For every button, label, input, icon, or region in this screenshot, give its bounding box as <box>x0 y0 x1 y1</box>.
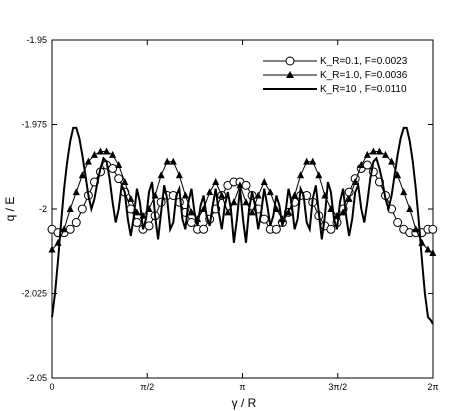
series-0-point <box>362 160 372 170</box>
series-1-point <box>157 171 165 179</box>
series-1-point <box>206 188 214 196</box>
series-1-point <box>121 177 129 185</box>
x-tick-label-4: 2π <box>427 382 438 392</box>
series-1-point <box>115 161 123 169</box>
series-1-point <box>388 157 396 165</box>
series-1-point <box>363 150 371 158</box>
series-1-point <box>382 150 390 158</box>
series-1-point <box>60 225 68 233</box>
series-1-point <box>248 208 256 216</box>
series-1-point <box>412 225 420 233</box>
series-1-point <box>303 157 311 165</box>
series-1-point <box>266 188 274 196</box>
series-1-point <box>357 161 365 169</box>
series-0-point <box>271 224 281 234</box>
x-tick-label-1: π/2 <box>140 382 154 392</box>
series-line-1 <box>51 151 434 254</box>
legend-label-1: K_R=0.1, F=0.0023 <box>320 56 408 67</box>
series-1-point <box>351 177 359 185</box>
x-axis-title: γ / R <box>232 396 257 410</box>
series-1-point <box>48 245 56 253</box>
series-1-point <box>212 177 220 185</box>
y-tick-label-0: -1.95 <box>26 35 47 45</box>
legend-label-3: K_R=10 , F=0.0110 <box>320 84 407 95</box>
series-1-point <box>103 147 111 155</box>
series-1-point <box>236 181 244 189</box>
series-1-point <box>181 191 189 199</box>
x-tick-label-3: 3π/2 <box>328 382 347 392</box>
series-1-point <box>291 191 299 199</box>
series-1-point <box>369 147 377 155</box>
series-0-point <box>326 224 336 234</box>
series-1-point <box>254 191 262 199</box>
series-1-point <box>109 150 117 158</box>
series-1-point <box>284 208 292 216</box>
series-1-point <box>309 157 317 165</box>
axis-ticks: -1.95 -1.975 -2 -2.025 -2.050 π/2 π 3π/2 2π <box>21 35 438 392</box>
x-tick-label-0: 0 <box>49 382 54 392</box>
series-0-point <box>144 221 154 231</box>
series-0-point <box>186 218 196 228</box>
series-1-point <box>218 191 226 199</box>
series-1-point <box>175 171 183 179</box>
y-tick-label-4: -2.05 <box>26 373 47 383</box>
series-1-point <box>375 147 383 155</box>
series-1-point <box>72 188 80 196</box>
legend-marker-triangle <box>286 71 294 78</box>
series-group <box>47 126 438 325</box>
series-0-point <box>108 163 118 173</box>
legend: K_R=0.1, F=0.0023 K_R=1.0, F=0.0036 K_R=… <box>263 56 408 95</box>
series-0-point <box>71 218 81 228</box>
series-1-point <box>297 171 305 179</box>
series-line-2 <box>51 126 434 325</box>
series-1-point <box>78 171 86 179</box>
series-1-point <box>230 198 238 206</box>
y-axis-title: q / E <box>3 197 17 222</box>
series-0-point <box>77 204 87 214</box>
series-1-point <box>84 157 92 165</box>
series-0-point <box>393 218 403 228</box>
series-0-point <box>241 180 251 190</box>
series-1-point <box>406 205 414 212</box>
series-1-point <box>339 208 347 216</box>
x-tick-label-2: π <box>239 382 245 392</box>
legend-label-2: K_R=1.0, F=0.0036 <box>320 70 408 81</box>
series-1-point <box>66 205 74 212</box>
series-0-point <box>428 224 438 234</box>
series-1-point <box>224 208 232 216</box>
series-1-point <box>394 171 402 179</box>
series-1-point <box>260 177 268 185</box>
series-0-point <box>199 224 209 234</box>
series-1-point <box>242 198 250 206</box>
y-tick-label-2: -2 <box>39 204 47 214</box>
series-1-point <box>163 157 171 165</box>
series-1-point <box>187 208 195 216</box>
series-0-point <box>65 224 75 234</box>
legend-marker-circle <box>285 56 295 66</box>
series-1-point <box>169 157 177 165</box>
series-0-point <box>114 174 124 184</box>
series-1-point <box>424 245 432 253</box>
series-1-point <box>429 248 437 256</box>
series-1-point <box>315 171 323 179</box>
series-1-point <box>90 150 98 158</box>
series-1-point <box>400 188 408 196</box>
y-tick-label-1: -1.975 <box>21 120 47 130</box>
series-1-point <box>127 194 135 202</box>
series-1-point <box>97 147 105 155</box>
y-tick-label-3: -2.025 <box>21 289 47 299</box>
series-1-point <box>345 194 353 202</box>
